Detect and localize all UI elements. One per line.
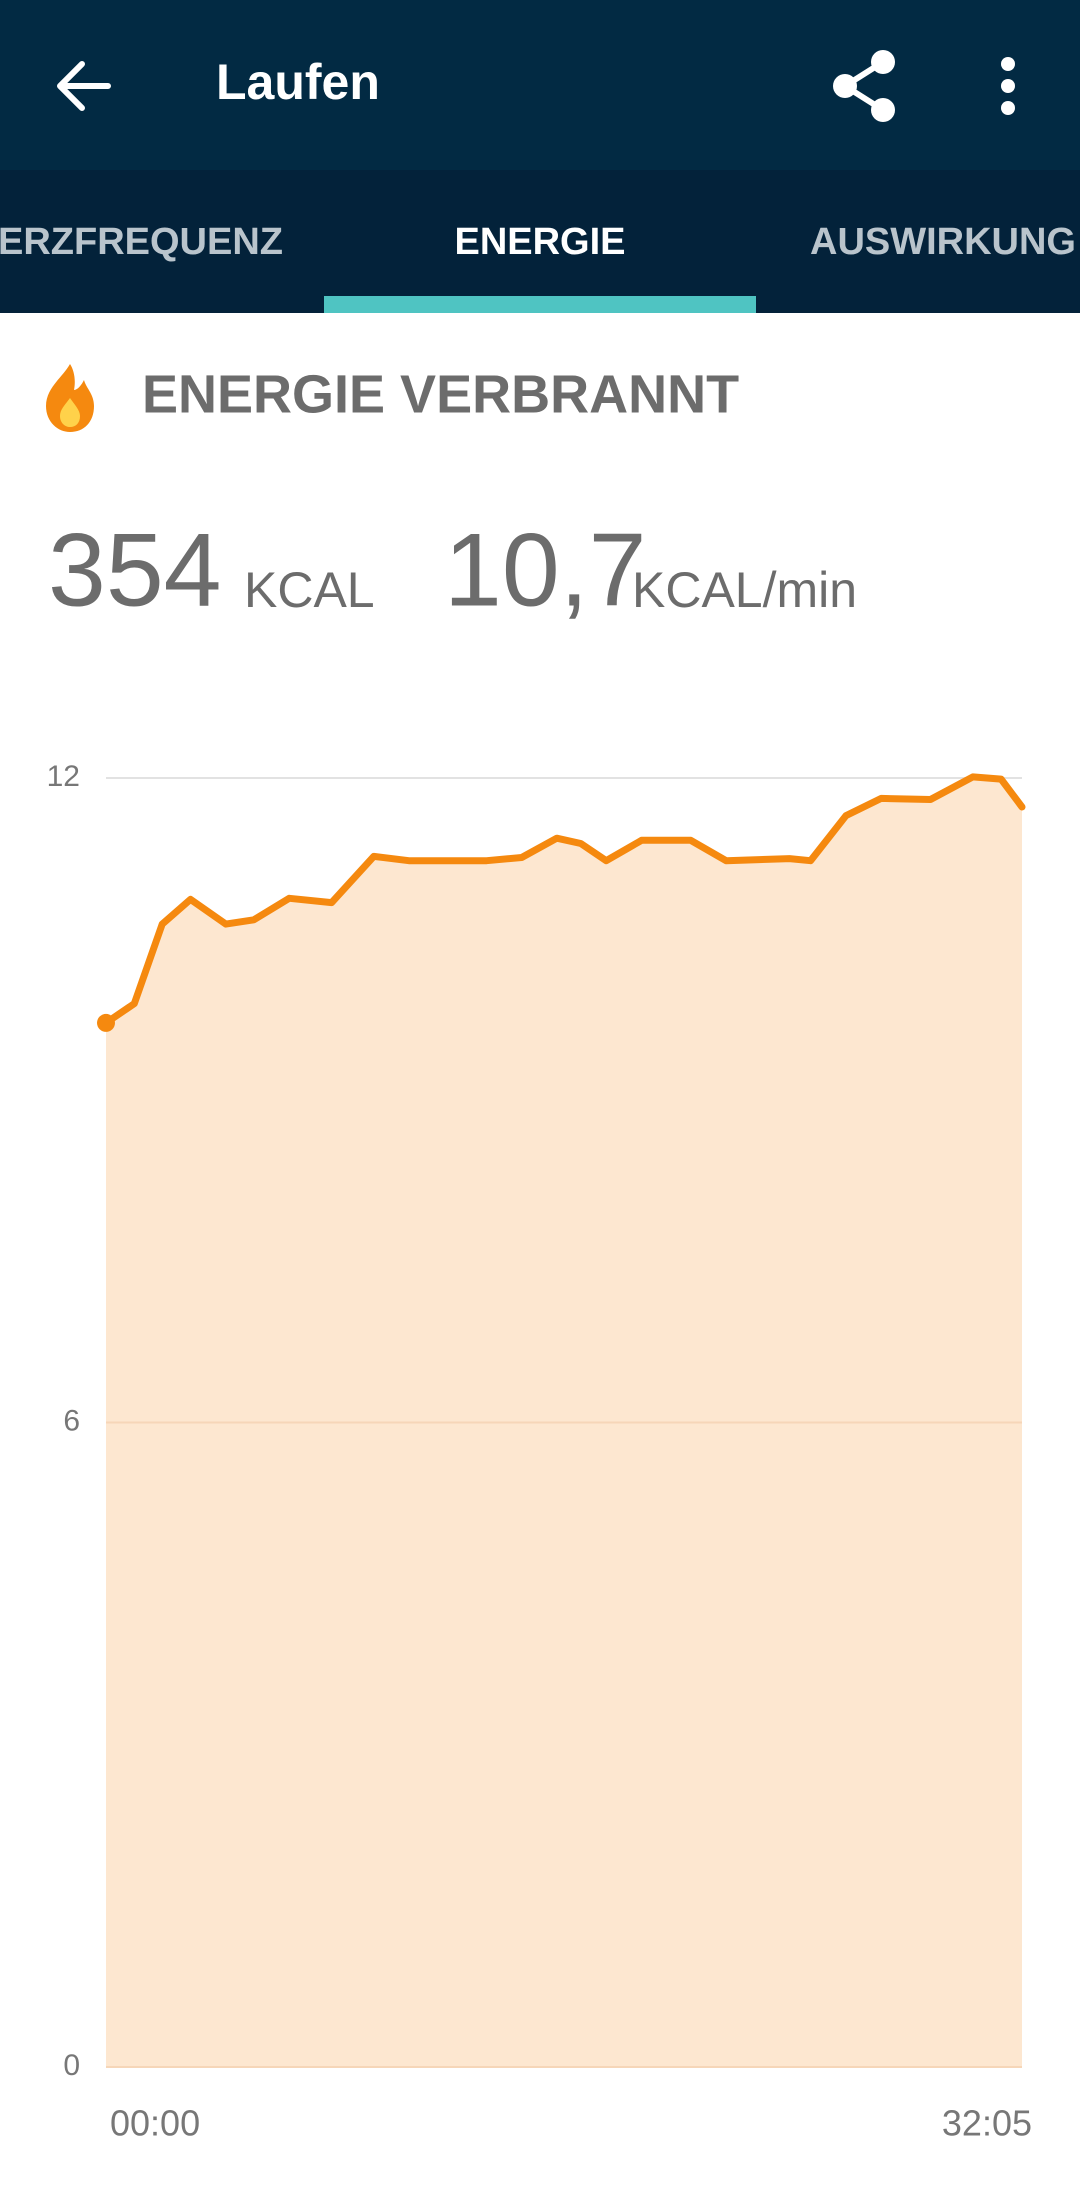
tab[interactable]: AUSWIRKUNG <box>810 221 1076 263</box>
tab-active[interactable]: ENERGIE <box>454 221 625 263</box>
chart: 0 6 12 00:00 32:05 <box>47 760 1032 2144</box>
tab-indicator <box>324 296 756 313</box>
back-button[interactable] <box>57 61 111 111</box>
start-point <box>97 1013 115 1032</box>
x-tick-label: 32:05 <box>942 2103 1032 2144</box>
more-button[interactable] <box>1001 57 1015 115</box>
x-tick-label: 00:00 <box>110 2103 200 2144</box>
app-bar <box>0 0 1080 170</box>
share-button[interactable] <box>833 50 895 122</box>
y-tick-label: 6 <box>63 1404 80 1437</box>
y-tick-label: 0 <box>63 2049 80 2082</box>
stat-unit: KCAL/min <box>632 562 857 618</box>
section-title: ENERGIE VERBRANNT <box>142 364 739 424</box>
tab-bar <box>0 170 1080 313</box>
flame-icon <box>46 364 94 432</box>
line <box>102 773 1026 1027</box>
y-tick-label: 12 <box>47 760 80 793</box>
app-title: Laufen <box>216 54 380 110</box>
stat-value: 354 <box>48 512 222 628</box>
tab[interactable]: ERZFREQUENZ <box>0 221 283 263</box>
stat-unit: KCAL <box>244 562 375 618</box>
stat-value: 10,7 <box>444 512 646 628</box>
